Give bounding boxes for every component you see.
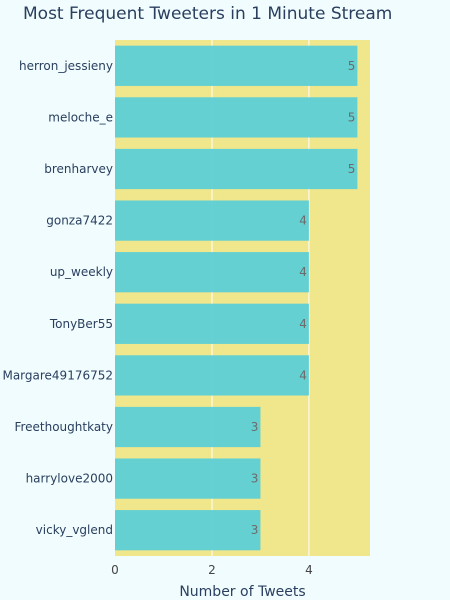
category-label: Margare49176752 <box>2 368 113 382</box>
bar-TonyBer55 <box>115 303 309 344</box>
bar-Freethoughtkaty <box>115 406 261 448</box>
category-label: meloche_e <box>48 110 113 124</box>
category-label: TonyBer55 <box>49 317 113 331</box>
category-label: Freethoughtkaty <box>14 420 113 434</box>
bar-harrylove2000 <box>115 458 261 499</box>
data-label: 3 <box>251 472 259 486</box>
x-tick-label: 2 <box>208 563 216 577</box>
data-label: 3 <box>251 420 259 434</box>
x-axis-title: Number of Tweets <box>179 584 305 600</box>
bar-brenharvey <box>115 148 358 190</box>
data-label: 4 <box>299 265 307 279</box>
data-label: 4 <box>299 317 307 331</box>
labels: herron_jessieny 5 meloche_e 5 brenharvey 5 gon… <box>2 59 355 577</box>
x-tick-label: 4 <box>305 563 313 577</box>
data-label: 4 <box>299 368 307 382</box>
bar-meloche_e <box>115 97 358 138</box>
bar-gonza7422 <box>115 200 309 241</box>
x-tick-label: 0 <box>111 563 119 577</box>
bar-up_weekly <box>115 252 309 293</box>
category-label: herron_jessieny <box>19 59 113 73</box>
data-label: 4 <box>299 214 307 228</box>
bar-herron_jessieny <box>115 45 358 86</box>
category-label: brenharvey <box>44 162 113 176</box>
bar-vicky_vglend <box>115 510 261 551</box>
chart-title: Most Frequent Tweeters in 1 Minute Strea… <box>23 4 393 24</box>
data-label: 5 <box>348 59 356 73</box>
data-label: 5 <box>348 110 356 124</box>
data-label: 3 <box>251 523 259 537</box>
category-label: up_weekly <box>50 265 113 279</box>
category-label: harrylove2000 <box>26 472 113 486</box>
category-label: vicky_vglend <box>36 523 113 537</box>
data-label: 5 <box>348 162 356 176</box>
bar-Margare49176752 <box>115 355 309 396</box>
category-label: gonza7422 <box>46 214 113 228</box>
bars <box>115 45 358 551</box>
